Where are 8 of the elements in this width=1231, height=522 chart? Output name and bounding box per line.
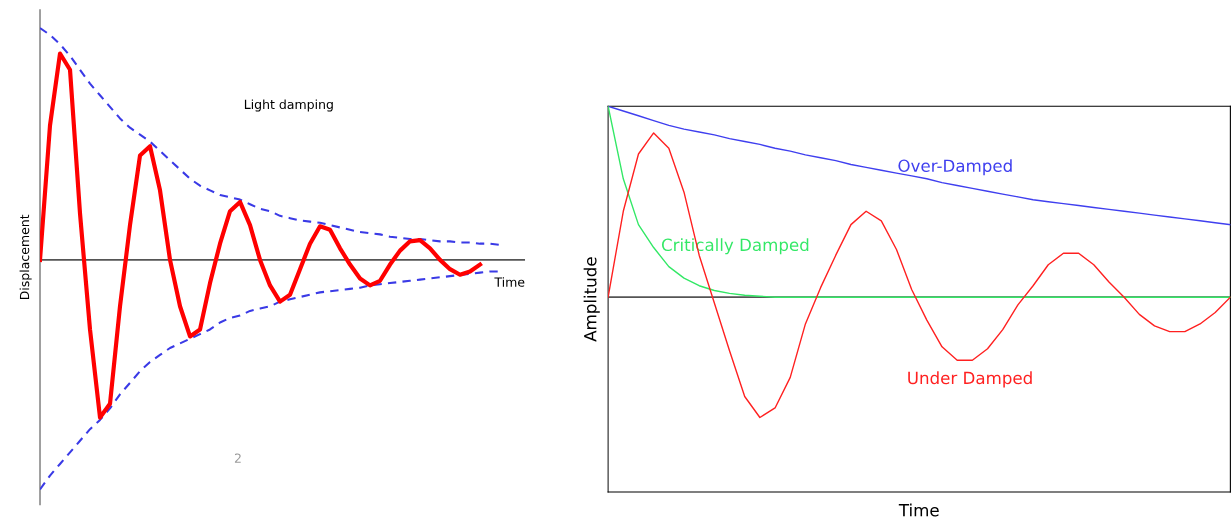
x-axis-title: Time [898, 503, 939, 517]
annotation: 2 [234, 453, 241, 463]
series-label: Over-Damped [898, 159, 1012, 176]
y-axis-title: Amplitude [583, 257, 600, 342]
x-axis-title: Time [494, 277, 525, 287]
series-label: Under Damped [908, 371, 1032, 388]
y-axis-title: Displacement [19, 214, 32, 300]
annotation: Light damping [244, 99, 333, 112]
